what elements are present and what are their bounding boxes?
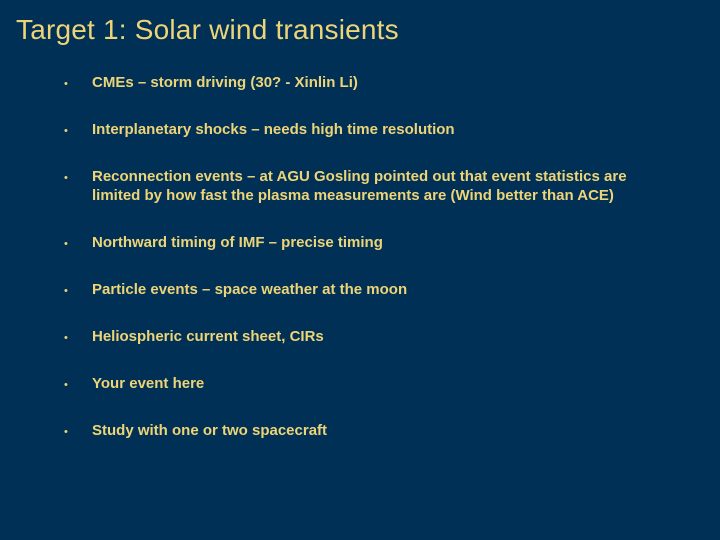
bullet-text: Heliospheric current sheet, CIRs [92, 328, 670, 347]
bullet-icon: • [64, 121, 92, 140]
bullet-text: Interplanetary shocks – needs high time … [92, 121, 670, 140]
bullet-text: Particle events – space weather at the m… [92, 281, 670, 300]
list-item: • Reconnection events – at AGU Gosling p… [64, 168, 670, 206]
bullet-text: Your event here [92, 375, 670, 394]
bullet-icon: • [64, 328, 92, 347]
slide-title: Target 1: Solar wind transients [0, 0, 720, 46]
bullet-icon: • [64, 168, 92, 187]
slide: Target 1: Solar wind transients • CMEs –… [0, 0, 720, 540]
bullet-text: Northward timing of IMF – precise timing [92, 234, 670, 253]
bullet-icon: • [64, 234, 92, 253]
list-item: • Your event here [64, 375, 670, 394]
bullet-text: Study with one or two spacecraft [92, 422, 670, 441]
bullet-list: • CMEs – storm driving (30? - Xinlin Li)… [0, 74, 720, 441]
list-item: • Interplanetary shocks – needs high tim… [64, 121, 670, 140]
list-item: • Heliospheric current sheet, CIRs [64, 328, 670, 347]
bullet-icon: • [64, 375, 92, 394]
bullet-text: Reconnection events – at AGU Gosling poi… [92, 168, 670, 206]
bullet-icon: • [64, 74, 92, 93]
list-item: • CMEs – storm driving (30? - Xinlin Li) [64, 74, 670, 93]
bullet-text: CMEs – storm driving (30? - Xinlin Li) [92, 74, 670, 93]
list-item: • Particle events – space weather at the… [64, 281, 670, 300]
list-item: • Northward timing of IMF – precise timi… [64, 234, 670, 253]
list-item: • Study with one or two spacecraft [64, 422, 670, 441]
bullet-icon: • [64, 281, 92, 300]
bullet-icon: • [64, 422, 92, 441]
